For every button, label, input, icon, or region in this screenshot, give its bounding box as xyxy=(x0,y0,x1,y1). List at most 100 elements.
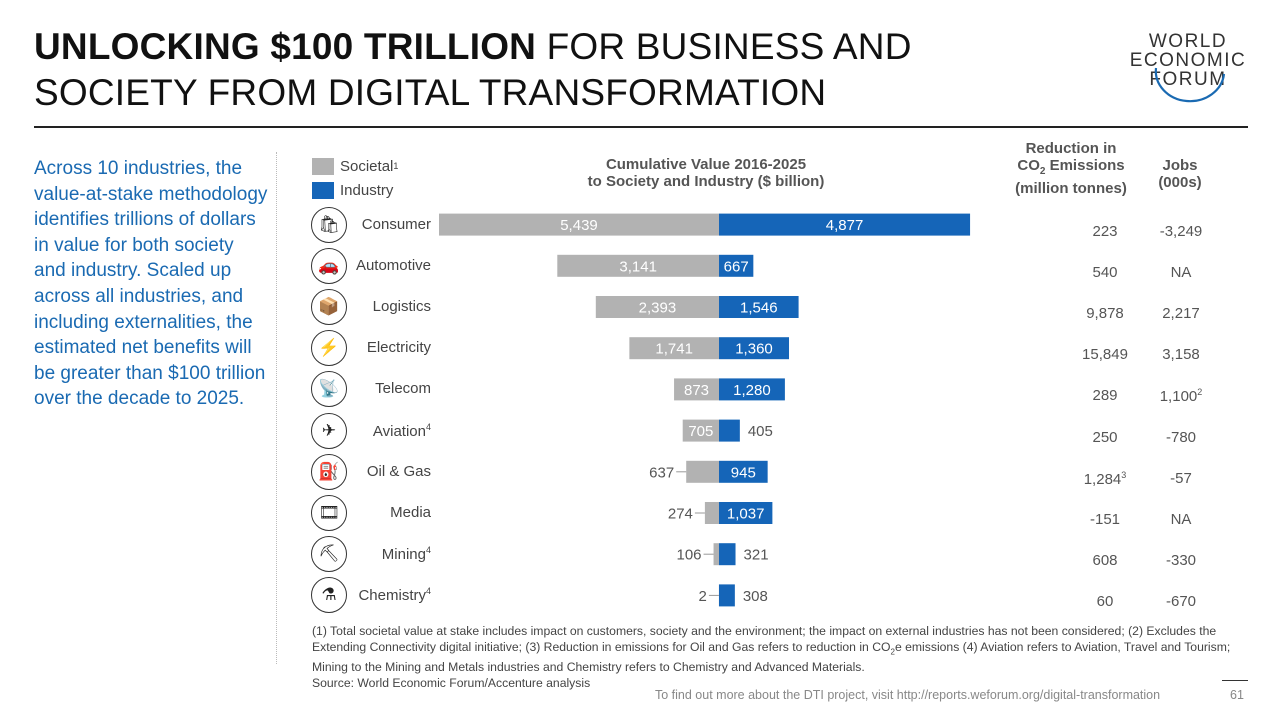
row-label-telecom: Telecom xyxy=(375,380,431,398)
flask-icon: ⚗ xyxy=(311,577,347,614)
row-label-aviation: Aviation4 xyxy=(372,421,431,440)
oil-can-icon: ⛽ xyxy=(311,453,347,490)
label-industry-aviation: 405 xyxy=(748,423,773,440)
chart-legend: Societal 1 Industry xyxy=(312,154,398,202)
bar-industry-telecom xyxy=(719,378,785,401)
label-societal-consumer: 5,439 xyxy=(560,217,598,234)
co2-header-emissions: Emissions xyxy=(1045,157,1125,174)
label-societal-chemistry: 2 xyxy=(699,588,707,605)
legend-swatch-societal xyxy=(312,157,334,175)
row-label-logistics: Logistics xyxy=(372,298,431,315)
page-title: UNLOCKING $100 TRILLION FOR BUSINESS AND… xyxy=(34,24,1014,116)
jobs-value-automotive: NA xyxy=(1170,263,1192,281)
page-number: 61 xyxy=(1230,688,1244,702)
film-icon: 🎞 xyxy=(311,495,347,531)
bar-industry-consumer xyxy=(719,213,971,236)
jobs-value-media: NA xyxy=(1170,511,1192,528)
jobs-value-consumer: -3,249 xyxy=(1159,222,1203,240)
co2-value-mining: 608 xyxy=(1092,552,1118,570)
label-societal-electricity: 1,741 xyxy=(655,341,693,358)
label-societal-oil-gas: 637 xyxy=(649,464,674,481)
bar-societal-telecom xyxy=(674,378,719,401)
row-label-automotive: Automotive xyxy=(355,256,431,274)
bar-societal-automotive xyxy=(557,254,719,277)
row-label-media: Media xyxy=(390,504,431,521)
label-industry-media: 1,037 xyxy=(727,506,765,523)
label-industry-automotive: 667 xyxy=(724,258,749,275)
row-label-sup: 4 xyxy=(425,545,431,556)
bar-industry-electricity xyxy=(719,337,790,360)
chart-title-line1: Cumulative Value 2016-2025 xyxy=(605,156,807,173)
title-bold: UNLOCKING $100 TRILLION xyxy=(34,26,537,67)
row-label-consumer: Consumer xyxy=(361,215,431,233)
legend-item-societal: Societal 1 xyxy=(312,154,398,178)
label-industry-electricity: 1,360 xyxy=(735,341,773,358)
co2-header-co: CO xyxy=(1017,157,1040,174)
row-label-sup: 4 xyxy=(425,586,431,597)
label-societal-logistics: 2,393 xyxy=(639,300,677,317)
row-label-chemistry: Chemistry4 xyxy=(358,586,431,605)
label-industry-consumer: 4,877 xyxy=(826,217,864,234)
footnote: (1) Total societal value at stake includ… xyxy=(312,624,1232,692)
jobs-value-telecom: 1,1002 xyxy=(1159,387,1203,406)
jobs-value-chemistry: -670 xyxy=(1165,593,1197,611)
row-label-oil-gas: Oil & Gas xyxy=(366,462,431,480)
car-icon: 🚗 xyxy=(311,247,347,284)
chart-title-line2: to Society and Industry ($ billion) xyxy=(587,173,825,190)
bar-societal-consumer xyxy=(439,213,719,236)
bar-industry-oil-gas xyxy=(719,460,768,483)
footer-link[interactable]: To find out more about the DTI project, … xyxy=(655,688,1161,702)
mine-cart-icon: ⛏ xyxy=(311,536,347,573)
jobs-header-line2: (000s) xyxy=(1158,174,1202,191)
bar-industry-mining xyxy=(719,543,736,566)
bar-societal-oil-gas xyxy=(686,460,719,483)
label-industry-oil-gas: 945 xyxy=(731,464,756,481)
jobs-value-logistics: 2,217 xyxy=(1162,305,1200,322)
bar-societal-logistics xyxy=(595,296,719,318)
row-label-sup: 4 xyxy=(425,421,431,432)
bar-societal-media xyxy=(704,502,719,524)
label-societal-telecom: 873 xyxy=(684,382,709,399)
row-label-mining: Mining4 xyxy=(381,545,431,564)
footnote-text-2: e emissions (4) Aviation refers to Aviat… xyxy=(312,639,1231,675)
bar-industry-automotive xyxy=(719,254,754,277)
footnote-sub: 2 xyxy=(890,647,895,657)
legend-swatch-industry xyxy=(312,181,334,199)
jobs-value-mining: -330 xyxy=(1165,552,1197,570)
bar-industry-chemistry xyxy=(719,584,735,607)
label-societal-aviation: 705 xyxy=(688,423,713,440)
label-industry-chemistry: 308 xyxy=(743,588,768,605)
bar-industry-logistics xyxy=(719,296,799,318)
co2-value-chemistry: 60 xyxy=(1096,593,1114,611)
co2-header-line3: (million tonnes) xyxy=(1015,180,1127,197)
wef-logo: WORLD ECONOMIC FORUM xyxy=(1118,32,1258,89)
co2-value-logistics: 9,878 xyxy=(1086,305,1124,322)
airplane-icon: ✈ xyxy=(311,412,347,449)
shopping-bag-icon: 🛍 xyxy=(311,206,347,243)
bar-societal-electricity xyxy=(629,337,719,360)
label-societal-media: 274 xyxy=(668,506,693,523)
jobs-value-oil-gas: -57 xyxy=(1170,469,1192,487)
row-label-electricity: Electricity xyxy=(366,339,431,357)
label-societal-automotive: 3,141 xyxy=(619,258,657,275)
footnote-text-1: (1) Total societal value at stake includ… xyxy=(312,624,1217,654)
label-societal-mining: 106 xyxy=(677,547,702,564)
lightning-icon: ⚡ xyxy=(311,330,347,367)
logo-arc-icon xyxy=(1154,67,1226,103)
co2-sup: 3 xyxy=(1121,469,1127,480)
label-industry-logistics: 1,546 xyxy=(740,300,778,317)
satellite-dish-icon: 📡 xyxy=(311,371,347,408)
jobs-value-electricity: 3,158 xyxy=(1162,346,1200,364)
co2-header-sub: 2 xyxy=(1039,166,1046,177)
page-number-rule xyxy=(1222,680,1248,681)
co2-header-line1: Reduction in xyxy=(1025,140,1117,157)
hand-truck-icon: 📦 xyxy=(311,289,347,325)
vertical-divider xyxy=(276,152,277,664)
co2-value-oil-gas: 1,2843 xyxy=(1083,469,1127,488)
co2-value-telecom: 289 xyxy=(1092,387,1118,405)
bar-industry-media xyxy=(719,502,773,524)
logo-line2: ECONOMIC xyxy=(1129,50,1247,71)
co2-value-electricity: 15,849 xyxy=(1082,346,1128,364)
label-industry-mining: 321 xyxy=(744,547,769,564)
